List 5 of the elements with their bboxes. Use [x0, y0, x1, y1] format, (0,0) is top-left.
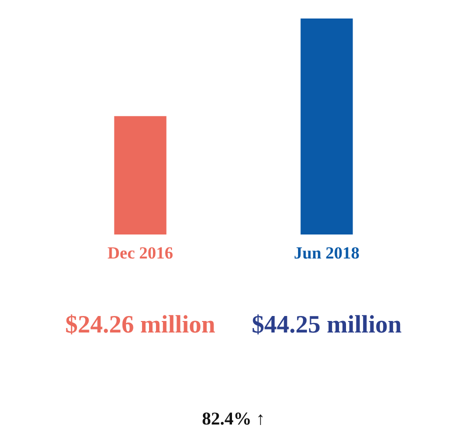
text: 82.4% ↑ — [202, 408, 265, 428]
data-label: $44.25 million — [252, 312, 402, 338]
x-tick-label: Dec 2016 — [107, 244, 174, 262]
data-label: $24.26 million — [65, 312, 216, 338]
x-tick-label: Jun 2018 — [294, 244, 360, 262]
